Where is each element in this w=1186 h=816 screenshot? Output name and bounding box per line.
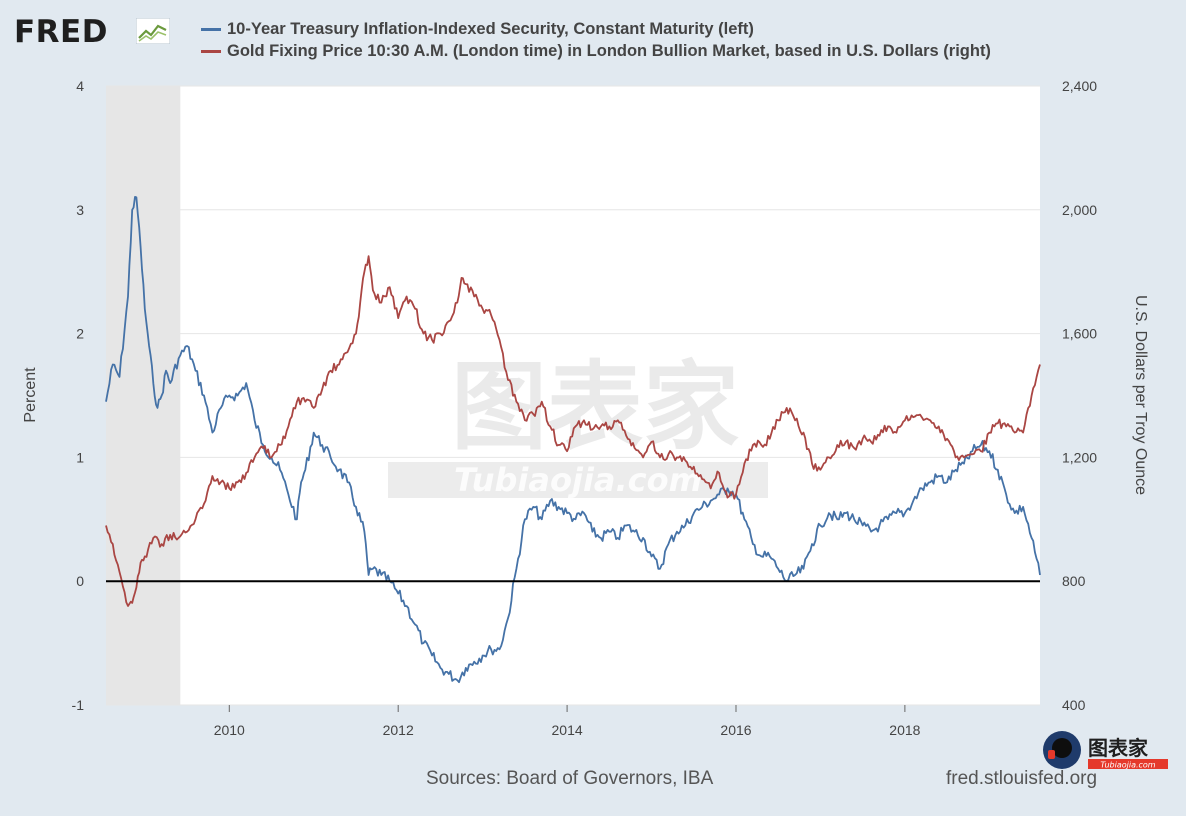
- y-right-tick-label: 800: [1062, 573, 1086, 589]
- chart-header: FRED 10-Year Treasury Inflation-Indexed …: [14, 12, 1174, 62]
- watermark-main: 图表家: [451, 351, 739, 463]
- y-right-tick-label: 1,200: [1062, 449, 1097, 465]
- x-tick-label: 2014: [552, 722, 583, 738]
- legend-item-gold[interactable]: Gold Fixing Price 10:30 A.M. (London tim…: [201, 40, 991, 62]
- x-tick-label: 2018: [889, 722, 920, 738]
- x-tick-label: 2012: [383, 722, 414, 738]
- watermark-corner: 图表家 Tubiaojia.com: [1043, 731, 1168, 770]
- y-left-tick-label: -1: [72, 697, 85, 713]
- legend-swatch-gold: [201, 50, 221, 53]
- y-right-tick-label: 2,400: [1062, 78, 1097, 94]
- watermark-corner-main: 图表家: [1088, 736, 1149, 760]
- series-line-gold: [105, 255, 1041, 607]
- x-tick-label: 2016: [720, 722, 751, 738]
- y-left-tick-label: 3: [76, 202, 84, 218]
- y-right-tick-label: 2,000: [1062, 202, 1097, 218]
- watermark-sub: Tubiaojia.com: [454, 461, 702, 499]
- y-left-axis-label: Percent: [22, 367, 39, 423]
- watermark-corner-sub: Tubiaojia.com: [1100, 761, 1155, 770]
- y-left-tick-label: 1: [76, 449, 84, 465]
- y-right-tick-label: 400: [1062, 697, 1086, 713]
- chart-line-icon: [136, 18, 170, 44]
- footer-url[interactable]: fred.stlouisfed.org: [946, 768, 1098, 789]
- y-right-tick-label: 1,600: [1062, 326, 1097, 342]
- series-line-tips: [105, 195, 1041, 684]
- legend-label-gold: Gold Fixing Price 10:30 A.M. (London tim…: [227, 42, 991, 60]
- footer-source: Sources: Board of Governors, IBA: [426, 768, 714, 789]
- legend-label-tips: 10-Year Treasury Inflation-Indexed Secur…: [227, 20, 754, 38]
- x-tick-label: 2010: [214, 722, 245, 738]
- plot-area: [106, 86, 1040, 705]
- y-left-tick-label: 2: [76, 326, 84, 342]
- y-left-tick-label: 4: [76, 78, 84, 94]
- y-left-tick-label: 0: [76, 573, 84, 589]
- legend-swatch-tips: [201, 28, 221, 31]
- fred-logo[interactable]: FRED: [14, 14, 108, 50]
- recession-shading: [106, 86, 181, 705]
- legend-item-tips[interactable]: 10-Year Treasury Inflation-Indexed Secur…: [201, 18, 991, 40]
- y-right-axis-label: U.S. Dollars per Troy Ounce: [1132, 295, 1149, 495]
- legend: 10-Year Treasury Inflation-Indexed Secur…: [201, 18, 991, 62]
